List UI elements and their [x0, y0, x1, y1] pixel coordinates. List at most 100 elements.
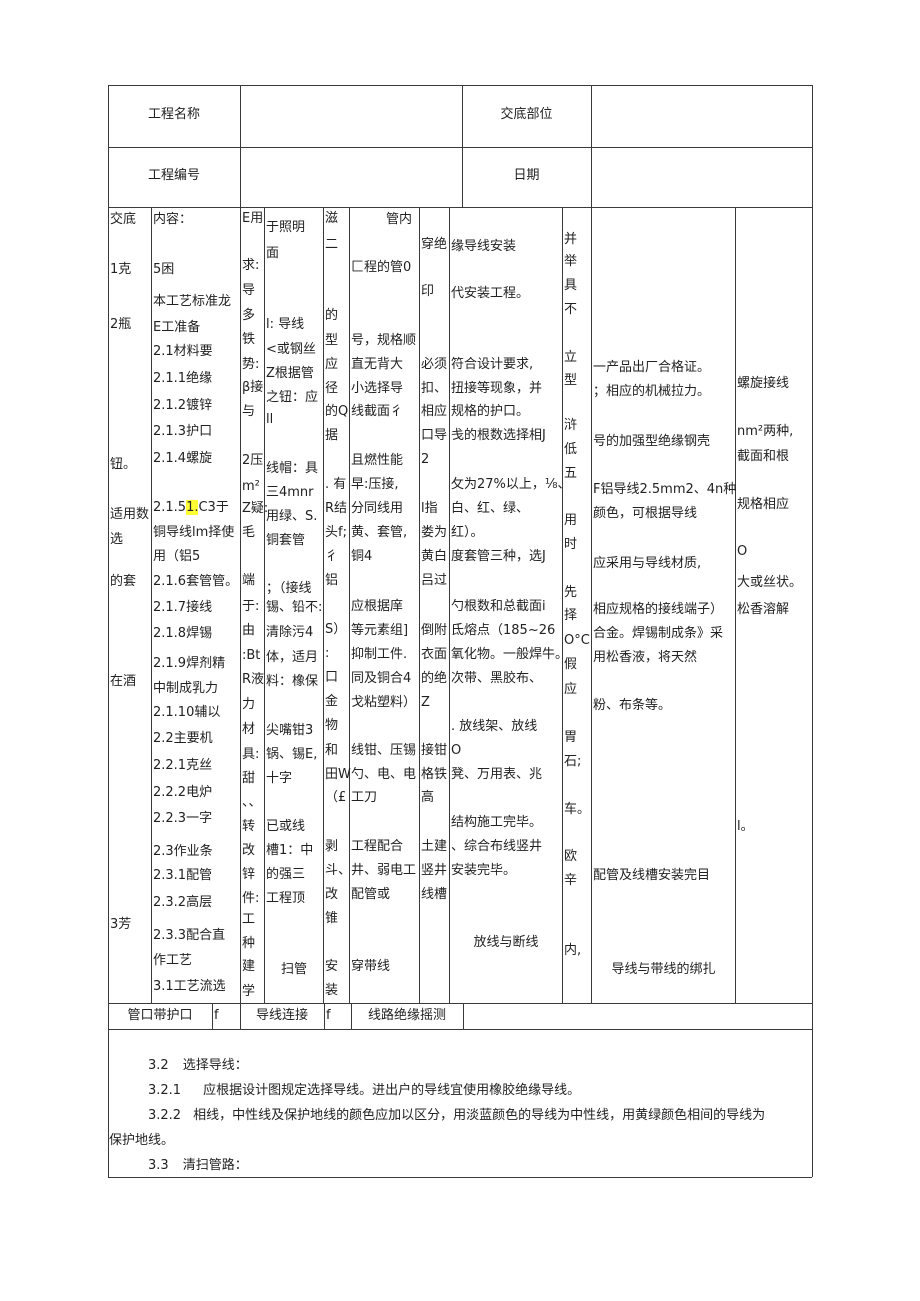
cell-line: 件: — [242, 891, 260, 906]
cell-line: 田W — [325, 767, 351, 782]
cell-line: 大或丝状。 — [737, 575, 803, 590]
table-rule — [108, 1029, 812, 1030]
cell-line: 适用数 — [110, 507, 150, 522]
cell-line: 的套 — [110, 574, 137, 589]
para-text: 相线，中性线及保护地线的颜色应加以区分，用淡蓝颜色的导线为中性线，用黄绿颜色相间… — [193, 1108, 766, 1123]
cell-line: 缘导线安装 — [451, 239, 517, 254]
cell-line: 学 — [242, 984, 256, 999]
cell-line: 配管或 — [351, 887, 391, 902]
para-num: 3.2 — [148, 1058, 169, 1073]
cell-line: 穿带线 — [351, 959, 391, 974]
cell-line: 相应规格的接线端子） — [593, 602, 724, 617]
cell-line: 配管及线槽安装完目 — [593, 868, 711, 883]
cell-line: l。 — [737, 819, 754, 834]
table-rule — [323, 207, 324, 1003]
cell-line: 匚程的管0 — [351, 260, 412, 275]
cell-line: 钮。 — [110, 457, 137, 472]
cell-line: 井、弱电工 — [351, 863, 417, 878]
cell-line: 之钮：应 — [266, 390, 319, 405]
cell-line: 号，规格顺 — [351, 333, 417, 348]
highlight-mark — [186, 500, 199, 515]
cell-line: 5困 — [153, 262, 175, 277]
cell-line: 线截面彳 — [351, 404, 404, 419]
cell-line: 用 — [564, 513, 578, 528]
cell-line: 工 — [242, 912, 256, 927]
cell-line: 铜套管 — [266, 533, 306, 548]
cell-line: 分同线用 — [351, 501, 404, 516]
cell-line: :Bt — [242, 648, 261, 663]
table-rule — [449, 207, 450, 1003]
cell-line: 同及铜合4 — [351, 671, 412, 686]
cell-line: 十字 — [266, 771, 293, 786]
cell-line: 红）。 — [451, 525, 484, 540]
cell-line: 早:压接, — [351, 477, 399, 492]
cell-line: l: 导线 — [266, 317, 305, 332]
cell-line: 线槽 — [421, 887, 448, 902]
cell-line: 氧化物。一般焊牛。 — [451, 647, 569, 662]
cell-line: 应根据庠 — [351, 599, 404, 614]
cell-line: R液 — [242, 672, 265, 687]
cell-line: 格铁 — [421, 767, 448, 782]
table-rule — [264, 207, 265, 1003]
paragraph-3-3: 3.3 清扫管路： — [148, 1158, 248, 1174]
cell-line: 2.1.1绝缘 — [153, 371, 213, 386]
cell-line: 2.3.2高层 — [153, 895, 213, 910]
cell-line: 2.2.1克丝 — [153, 758, 213, 773]
cell-line: 度套管三种，选J — [451, 549, 546, 564]
cell-line: 2.1.9焊剂精 — [153, 656, 226, 671]
cell-line: 一产品出厂合格证。 — [593, 360, 711, 375]
cell-line: 欧 — [564, 849, 578, 864]
table-rule — [591, 207, 592, 1003]
cell-line: 勺根数和总截面i — [451, 599, 546, 614]
cell-line: <或钢丝 — [266, 342, 316, 357]
cell-line: O — [451, 743, 462, 758]
cell-line: 先 — [564, 585, 578, 600]
table-rule — [812, 85, 813, 1177]
cell-line: 2.1.8焊锡 — [153, 626, 213, 641]
cell-line: 2.3.3配合直 — [153, 928, 226, 943]
para-num: 3.3 — [148, 1158, 169, 1173]
cell-line: 管内 — [385, 212, 412, 227]
cell-line: 作工艺 — [153, 953, 193, 968]
cell-line: 吕过 — [421, 573, 448, 588]
table-rule — [562, 207, 563, 1003]
cell-line: 由 — [242, 623, 256, 638]
project-name-label: 工程名称 — [147, 107, 200, 122]
cell-line: 选 — [110, 532, 124, 547]
cell-line: 凳、万用表、兆 — [451, 767, 543, 782]
table-rule — [240, 207, 241, 1003]
cell-line: 内容： — [153, 212, 193, 227]
cell-line: 导线与带线的绑扎 — [611, 962, 716, 977]
cell-line: 扣、 — [421, 381, 448, 396]
cell-line: ；（接线 — [266, 581, 312, 596]
cell-line: 3.1工艺流选 — [153, 979, 226, 994]
cell-line: 、、 — [242, 795, 262, 810]
cell-line: 黄白 — [421, 549, 448, 564]
cell-line: 黄、套管, — [351, 525, 408, 540]
cell-line: 合金。焊锡制成条》采 — [593, 626, 724, 641]
cell-line: 金 — [325, 694, 339, 709]
cell-line: 符合设计要求, — [451, 357, 534, 372]
cell-line: 次带、黑胶布、 — [451, 671, 543, 686]
table-rule — [151, 207, 152, 1003]
cell-line: F铝导线2.5mm2、4n种 — [593, 482, 737, 497]
para-text: 应根据设计图规定选择导线。进出户的导线宜使用橡胶绝缘导线。 — [203, 1083, 581, 1098]
cell-line: 时 — [564, 537, 578, 552]
cell-line: 用（铝5 — [153, 549, 201, 564]
cell-line: l指 — [421, 501, 438, 516]
cell-line: O — [737, 544, 748, 559]
cell-line: 内, — [564, 943, 582, 958]
cell-line: 工刀 — [351, 790, 378, 805]
cell-line: 材 — [242, 722, 256, 737]
cell-line: 高 — [421, 790, 435, 805]
cell-line: 螺旋接线 — [737, 376, 790, 391]
cell-line: 2.1.7接线 — [153, 600, 213, 615]
cell-line: 抑制工件. — [351, 647, 408, 662]
cell-line: 剥 — [325, 839, 339, 854]
table-rule — [108, 1003, 812, 1004]
cell-line: ；相应的机械拉力。 — [593, 384, 711, 399]
cell-line: 2压 — [242, 453, 264, 468]
cell-line: 安装完毕。 — [451, 863, 517, 878]
cell-line: 已或线 — [266, 819, 306, 834]
cell-line: 中制成乳力 — [153, 681, 219, 696]
